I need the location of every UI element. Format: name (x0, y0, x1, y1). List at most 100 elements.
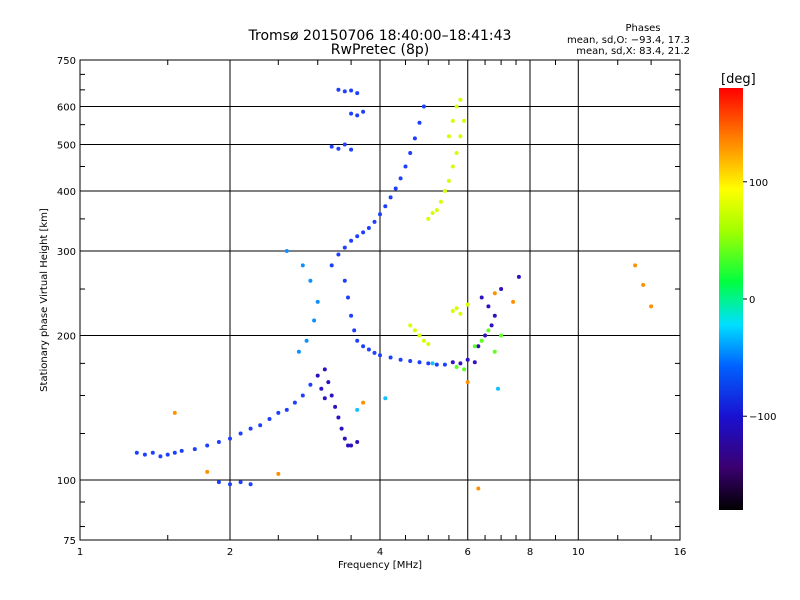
plot-frame (79, 59, 681, 541)
data-point (342, 245, 347, 250)
data-point (398, 176, 403, 181)
data-point (308, 382, 313, 387)
data-point (355, 91, 360, 96)
data-point (342, 278, 347, 283)
data-point (355, 113, 360, 118)
chart-title: Tromsø 20150706 18:40:00–18:41:43 (248, 28, 512, 44)
x-tick-label: 16 (674, 547, 687, 558)
colorbar-ticks: 100 0 −100 (743, 178, 776, 423)
data-point (134, 450, 139, 455)
data-point (361, 109, 366, 114)
data-point (408, 151, 413, 155)
data-point (446, 178, 451, 183)
data-point (349, 147, 354, 152)
data-point (276, 471, 281, 476)
data-point (284, 407, 289, 412)
x-tick-label: 8 (527, 547, 533, 558)
data-point (641, 282, 646, 287)
y-tick-label: 400 (57, 187, 76, 198)
data-point (412, 328, 417, 333)
data-point (312, 318, 317, 323)
data-point (421, 104, 426, 109)
colorbar-label: [deg] (721, 72, 756, 87)
data-point (633, 263, 638, 268)
data-point (430, 361, 435, 366)
data-point (315, 299, 320, 304)
data-point (450, 164, 455, 169)
y-tick-label: 600 (57, 103, 76, 114)
data-point (355, 440, 360, 444)
y-tick-label: 100 (57, 476, 76, 487)
y-axis-label: Stationary phase Virtual Height [km] (39, 208, 50, 392)
data-point (446, 134, 451, 139)
data-point (426, 216, 431, 221)
legend-line-o: mean, sd,O: −93.4, 17.3 (567, 35, 690, 46)
data-point (304, 338, 309, 343)
data-point (430, 211, 435, 215)
data-point (372, 219, 377, 224)
data-point (342, 142, 347, 147)
data-point (292, 400, 297, 405)
colorbar (719, 88, 743, 510)
data-point (479, 295, 484, 300)
data-point (388, 355, 393, 360)
data-point (454, 306, 459, 311)
data-point (342, 89, 347, 94)
data-point (492, 349, 497, 354)
data-point (228, 482, 232, 487)
data-point (492, 313, 497, 318)
data-point (458, 311, 463, 316)
data-point (355, 407, 360, 412)
data-point (355, 338, 360, 343)
data-point (349, 313, 354, 318)
data-point (300, 263, 305, 268)
data-point (472, 360, 477, 365)
data-point (248, 426, 253, 431)
data-point (372, 350, 377, 355)
data-point (172, 450, 177, 455)
data-point (322, 396, 327, 401)
data-point (300, 393, 305, 398)
data-point (361, 400, 366, 405)
data-point (349, 443, 354, 448)
data-point (355, 234, 360, 239)
data-point (308, 278, 313, 283)
chart-subtitle: RwPretec (8p) (331, 42, 429, 58)
data-point (296, 349, 301, 354)
data-point (462, 118, 467, 123)
data-point (322, 367, 327, 372)
data-point (142, 452, 147, 457)
data-point (378, 353, 382, 358)
data-point (238, 480, 243, 485)
data-point (417, 333, 422, 338)
x-tick-label: 10 (572, 547, 585, 558)
data-point (333, 404, 338, 409)
data-point (248, 482, 253, 487)
y-axis-ticks: 75 100 200 300 400 500 600 750 (57, 56, 680, 547)
data-point (361, 344, 366, 349)
data-point (499, 333, 504, 338)
data-point (388, 195, 393, 200)
data-point (408, 323, 413, 328)
data-point (179, 448, 184, 453)
data-point (434, 208, 439, 213)
y-tick-label: 75 (63, 536, 76, 547)
data-point (649, 304, 654, 309)
y-tick-label: 300 (57, 247, 76, 258)
data-point (479, 338, 484, 343)
data-point (486, 304, 491, 309)
data-points (134, 87, 654, 491)
data-point (329, 393, 334, 398)
x-tick-label: 6 (465, 547, 471, 558)
data-point (205, 469, 210, 474)
data-point (383, 204, 388, 209)
data-point (150, 450, 155, 455)
data-point (352, 328, 357, 333)
data-point (315, 373, 320, 378)
data-point (499, 287, 504, 291)
data-point (511, 299, 516, 304)
data-point (319, 386, 324, 391)
data-point (442, 362, 447, 367)
data-point (346, 295, 350, 300)
data-point (336, 415, 341, 420)
